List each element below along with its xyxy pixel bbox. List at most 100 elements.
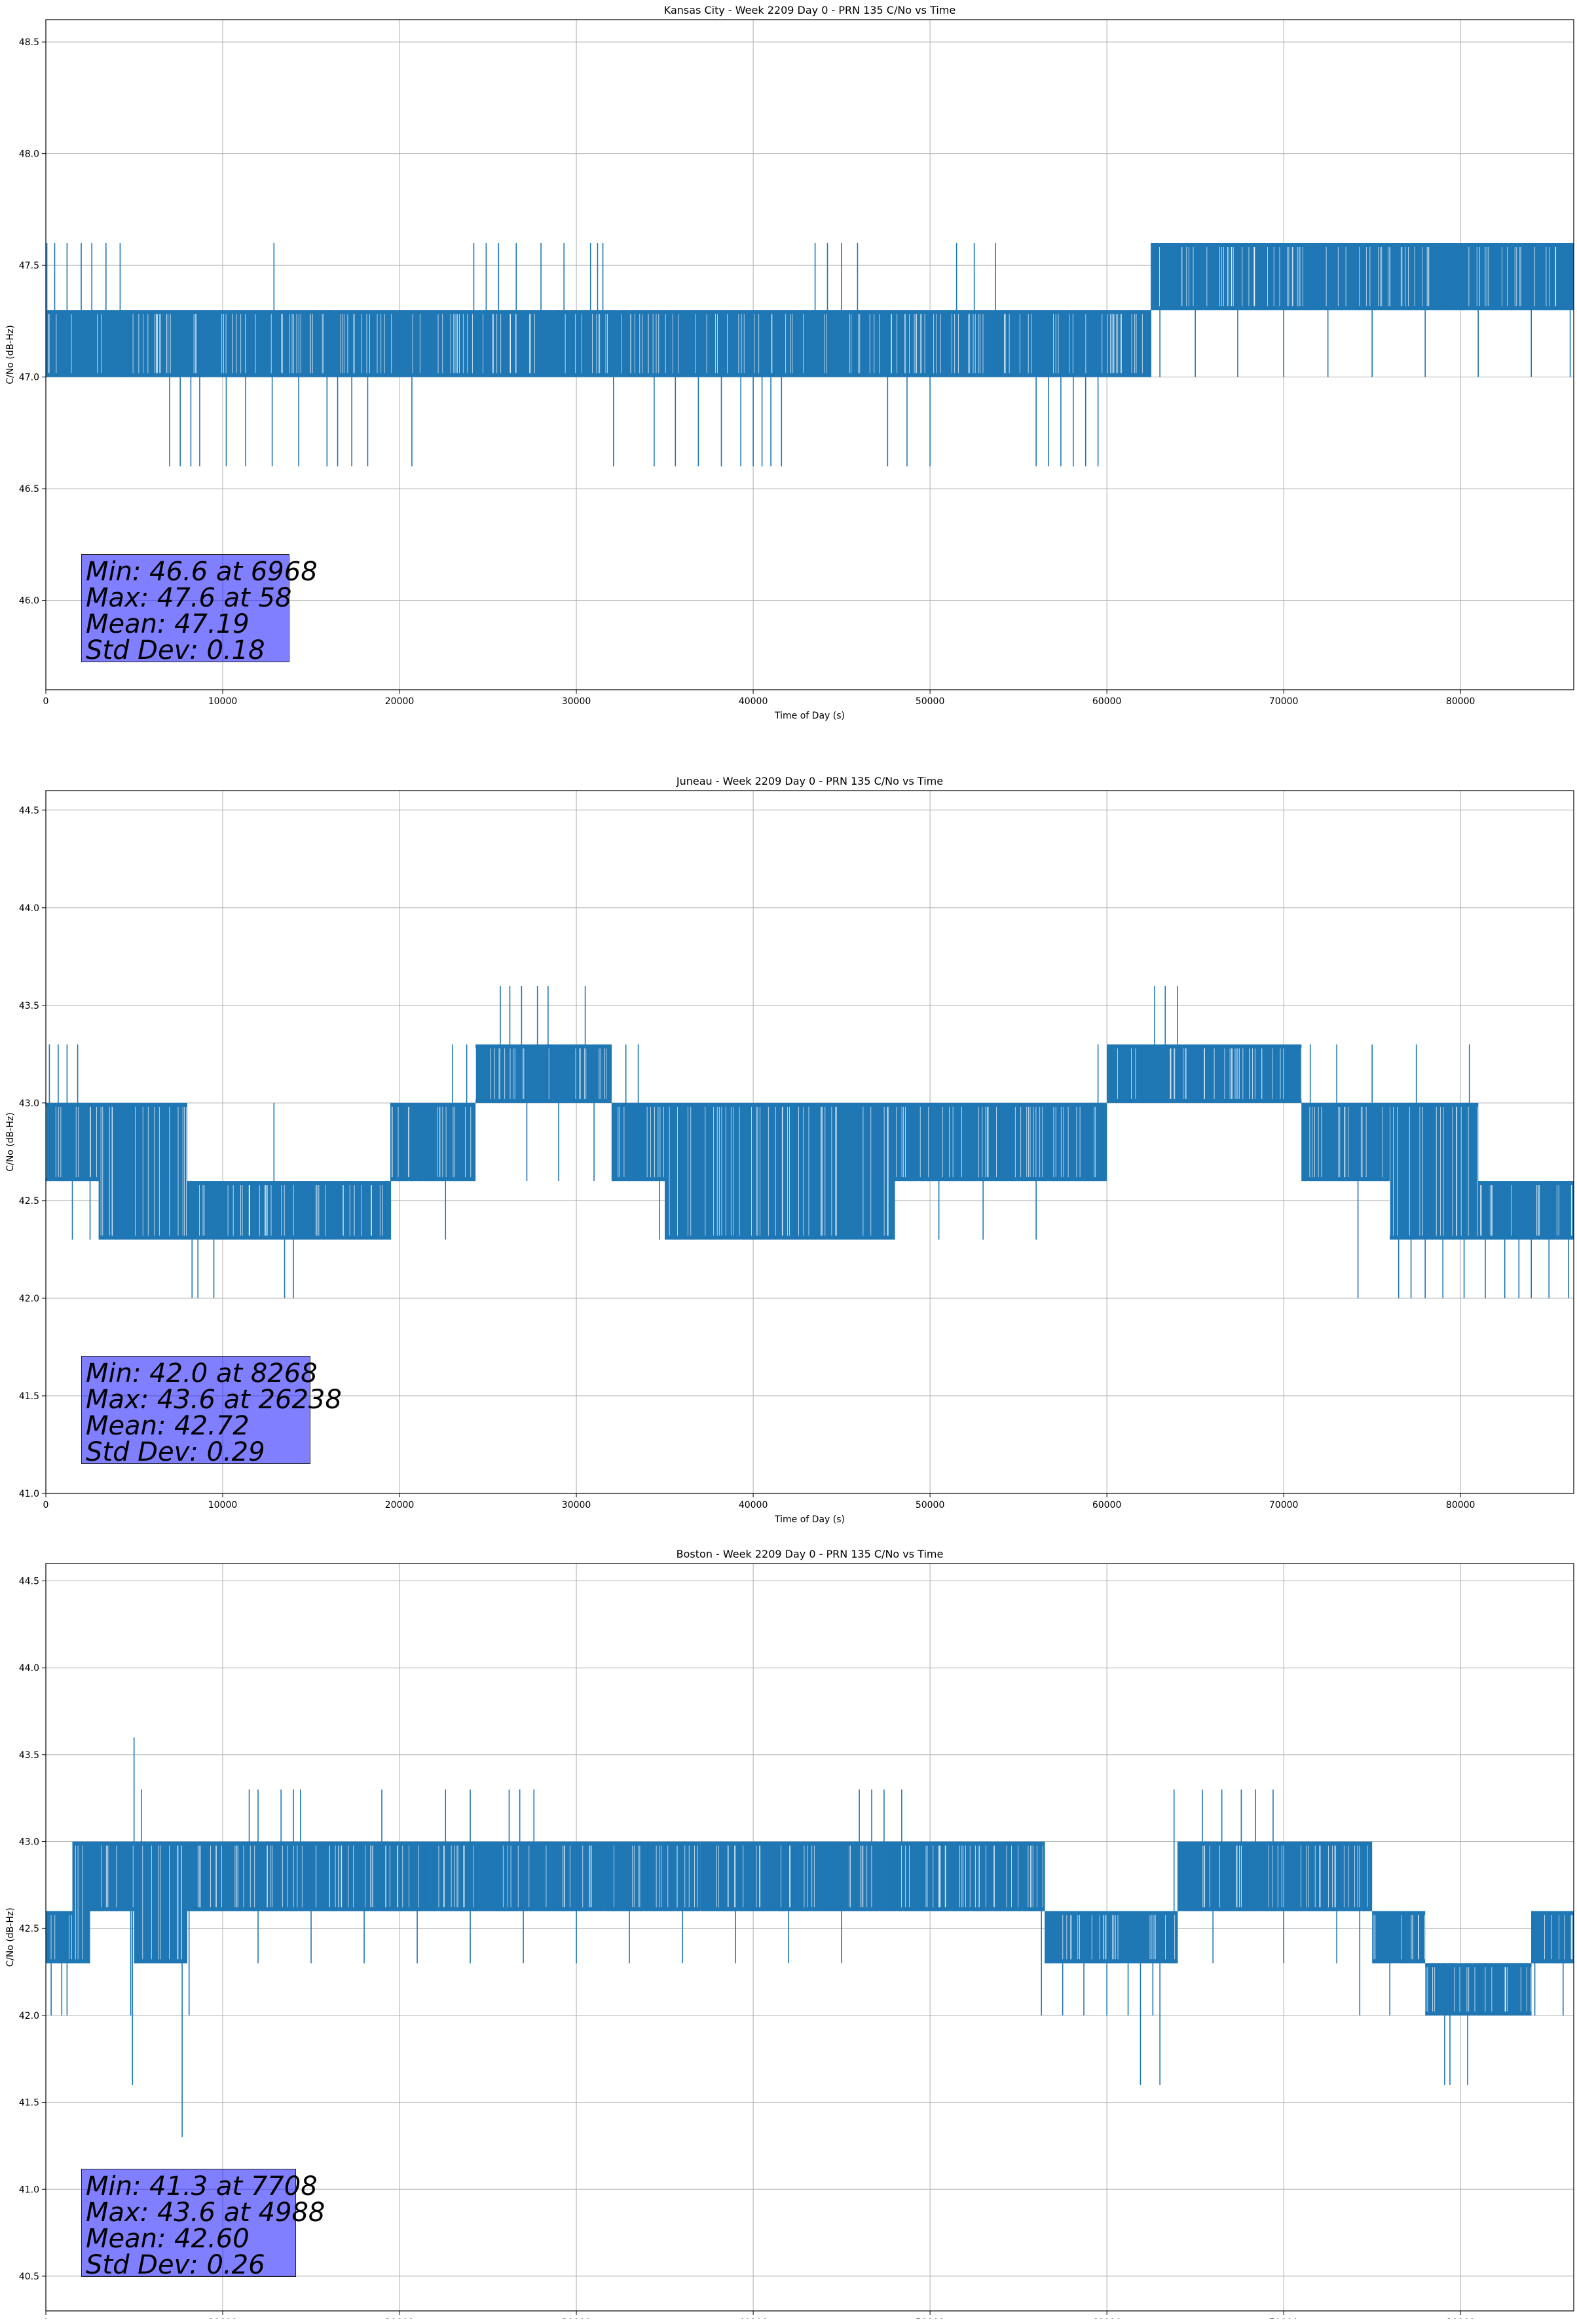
data-line-gaps <box>1390 1106 1478 1236</box>
data-line-gaps <box>475 1048 606 1099</box>
x-tick-label: 80000 <box>1446 2317 1475 2319</box>
y-tick-label: 40.5 <box>19 2272 39 2282</box>
data-line-texture <box>1425 1963 1532 2015</box>
y-tick-label: 43.5 <box>19 1001 39 1011</box>
data-line-gaps <box>199 1185 383 1236</box>
data-line-texture <box>702 1841 1044 1911</box>
data-series <box>45 986 1574 1298</box>
x-tick-label: 0 <box>43 1500 49 1510</box>
x-axis-label: Time of Day (s) <box>774 1514 845 1525</box>
data-line-texture <box>187 1841 700 1911</box>
stats-min: Min: 46.6 at 6968 <box>86 557 318 587</box>
x-axis-label: Time of Day (s) <box>774 711 845 721</box>
y-tick-label: 47.5 <box>19 261 39 271</box>
x-tick-label: 60000 <box>1092 2317 1122 2319</box>
x-tick-label: 50000 <box>916 1500 945 1510</box>
stats-max: Max: 43.6 at 4988 <box>86 2198 325 2228</box>
data-line-gaps <box>618 1106 664 1178</box>
plot-frame <box>45 790 1574 1494</box>
data-line-gaps <box>100 1106 187 1236</box>
data-line-gaps <box>1117 1048 1302 1099</box>
chart-svg-boston: Boston - Week 2209 Day 0 - PRN 135 C/No … <box>5 1548 1574 2319</box>
data-line-texture <box>187 1181 392 1240</box>
data-line-gaps <box>1159 247 1557 307</box>
data-line-texture <box>390 1102 475 1182</box>
x-tick-label: 30000 <box>562 1500 591 1510</box>
data-line-texture <box>1177 1841 1372 1911</box>
x-tick-label: 70000 <box>1269 696 1299 707</box>
stats-box-juneau: Min: 42.0 at 8268 Max: 43.6 at 26238 Mea… <box>81 1356 342 1467</box>
plot-frame <box>45 19 1574 690</box>
data-line-gaps <box>101 1845 134 1907</box>
data-line-gaps <box>605 314 1143 373</box>
stats-box-kansas-city: Min: 46.6 at 6968 Max: 47.6 at 58 Mean: … <box>81 554 318 664</box>
x-tick-label: 30000 <box>562 696 591 707</box>
x-tick-label: 0 <box>43 696 49 707</box>
stats-box-boston: Min: 41.3 at 7708 Max: 43.6 at 4988 Mean… <box>81 2169 325 2280</box>
stats-min: Min: 42.0 at 8268 <box>86 1359 318 1389</box>
data-line-gaps <box>1373 1915 1425 1960</box>
y-tick-label: 47.0 <box>19 373 39 383</box>
y-tick-label: 44.5 <box>19 1577 39 1587</box>
data-line-texture <box>1303 1102 1390 1182</box>
stats-mean: Mean: 42.72 <box>86 1411 250 1441</box>
data-line-gaps <box>1425 1967 1532 2012</box>
x-tick-label: 70000 <box>1269 1500 1299 1510</box>
data-line-gaps <box>716 1845 1043 1907</box>
y-tick-label: 42.5 <box>19 1924 39 1934</box>
data-line-gaps <box>392 1106 472 1178</box>
x-tick-label: 40000 <box>739 2317 768 2319</box>
chart-panel-juneau: Juneau - Week 2209 Day 0 - PRN 135 C/No … <box>0 773 1577 1546</box>
data-line-gaps <box>1309 1106 1382 1178</box>
data-series <box>45 1737 1574 2137</box>
y-tick-label: 41.0 <box>19 1489 39 1499</box>
y-axis-label: C/No (dB-Hz) <box>5 325 16 384</box>
y-tick-label: 43.0 <box>19 1837 39 1848</box>
y-tick-label: 43.0 <box>19 1098 39 1109</box>
x-tick-label: 80000 <box>1446 1500 1475 1510</box>
x-tick-label: 0 <box>43 2317 49 2319</box>
y-tick-label: 44.0 <box>19 903 39 914</box>
x-tick-label: 60000 <box>1092 1500 1122 1510</box>
data-line-gaps <box>75 1845 83 1960</box>
data-line-texture <box>603 310 1151 377</box>
stats-mean: Mean: 42.60 <box>86 2224 250 2254</box>
chart-svg-kansas-city: Kansas City - Week 2209 Day 0 - PRN 135 … <box>5 4 1574 721</box>
chart-title: Boston - Week 2209 Day 0 - PRN 135 C/No … <box>677 1548 944 1560</box>
x-tick-label: 10000 <box>208 696 238 707</box>
y-tick-label: 46.5 <box>19 484 39 495</box>
y-tick-label: 46.0 <box>19 596 39 607</box>
data-line-texture <box>90 1841 135 1911</box>
x-tick-label: 10000 <box>208 1500 238 1510</box>
y-axis-label: C/No (dB-Hz) <box>5 1112 16 1171</box>
data-line-texture <box>1531 1911 1574 1964</box>
stats-std: Std Dev: 0.26 <box>86 2250 265 2280</box>
x-tick-label: 20000 <box>385 1500 415 1510</box>
y-tick-label: 44.5 <box>19 806 39 816</box>
x-tick-label: 40000 <box>739 1500 768 1510</box>
y-tick-label: 42.5 <box>19 1196 39 1207</box>
x-tick-label: 80000 <box>1446 696 1475 707</box>
x-tick-label: 70000 <box>1269 2317 1299 2319</box>
data-line-texture <box>895 1102 1106 1182</box>
data-line-gaps <box>896 1106 1096 1178</box>
data-line-texture <box>665 1102 895 1240</box>
data-line-gaps <box>1062 1915 1176 1960</box>
data-line-gaps <box>1544 1915 1573 1960</box>
chart-title: Kansas City - Week 2209 Day 0 - PRN 135 … <box>664 4 955 16</box>
stats-min: Min: 41.3 at 7708 <box>86 2171 318 2202</box>
data-line-texture <box>45 310 462 377</box>
stats-std: Std Dev: 0.29 <box>86 1437 265 1467</box>
y-tick-label: 42.0 <box>19 2011 39 2021</box>
y-tick-label: 43.5 <box>19 1750 39 1761</box>
chart-svg-juneau: Juneau - Week 2209 Day 0 - PRN 135 C/No … <box>5 775 1574 1525</box>
y-tick-label: 44.0 <box>19 1663 39 1674</box>
chart-panel-kansas-city: Kansas City - Week 2209 Day 0 - PRN 135 … <box>0 0 1577 773</box>
data-line-texture <box>1151 243 1574 310</box>
stats-max: Max: 43.6 at 26238 <box>86 1385 342 1415</box>
data-line-texture <box>461 310 603 377</box>
y-tick-label: 48.0 <box>19 149 39 160</box>
chart-panel-boston: Boston - Week 2209 Day 0 - PRN 135 C/No … <box>0 1546 1577 2319</box>
x-tick-label: 20000 <box>385 696 415 707</box>
x-tick-label: 50000 <box>916 2317 945 2319</box>
